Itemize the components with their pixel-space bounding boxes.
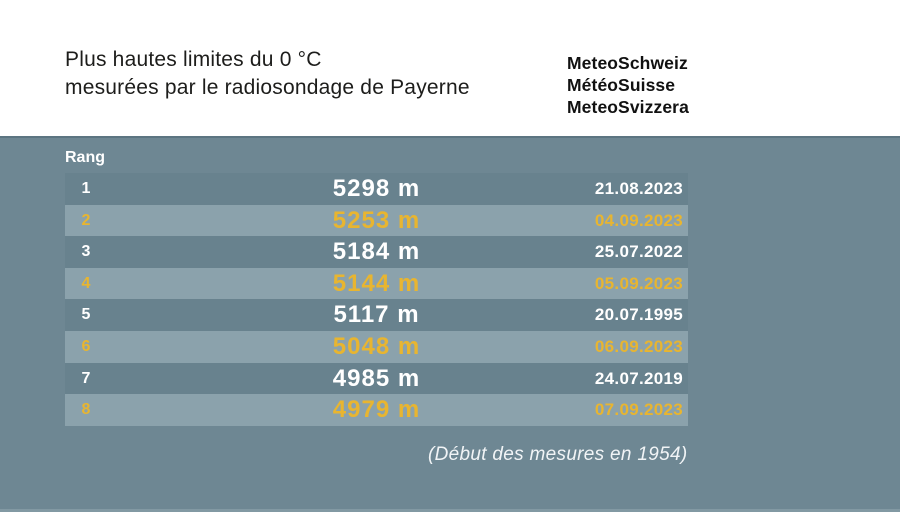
- date-cell: 20.07.1995: [594, 305, 683, 325]
- rank-cell: 1: [81, 180, 91, 197]
- table-row: 7 4985 m 24.07.2019: [65, 362, 688, 395]
- rank-cell: 7: [81, 369, 91, 387]
- rank-cell: 8: [81, 401, 91, 419]
- table-row: 3 5184 m 25.07.2022: [65, 236, 688, 268]
- title-line-2: mesurées par le radiosondage de Payerne: [65, 76, 470, 99]
- altitude-cell: 4979 m: [332, 396, 421, 424]
- table-row: 1 5298 m 21.08.2023: [65, 173, 688, 205]
- altitude-cell: 5117 m: [333, 301, 420, 329]
- logo-line-de: MeteoSchweiz: [567, 53, 688, 73]
- measurement-start-note: (Début des mesures en 1954): [428, 444, 688, 465]
- altitude-cell: 5144 m: [332, 269, 421, 297]
- table-row: 4 5144 m 05.09.2023: [65, 267, 688, 300]
- ranking-table: 1 5298 m 21.08.2023 2 5253 m 04.09.2023 …: [65, 173, 688, 426]
- altitude-cell: 5253 m: [332, 206, 421, 234]
- rank-cell: 4: [81, 274, 91, 292]
- rank-cell: 5: [81, 306, 91, 324]
- date-cell: 05.09.2023: [594, 273, 683, 293]
- rank-cell: 6: [81, 337, 91, 355]
- date-cell: 21.08.2023: [594, 179, 683, 198]
- table-row: 5 5117 m 20.07.1995: [65, 299, 688, 331]
- altitude-cell: 5298 m: [332, 175, 421, 202]
- page-title: Plus hautes limites du 0 °C mesurées par…: [65, 46, 470, 102]
- panel-bottom-edge: [0, 509, 900, 512]
- date-cell: 25.07.2022: [594, 242, 683, 262]
- altitude-cell: 5048 m: [332, 332, 421, 360]
- logo-line-fr: MétéoSuisse: [567, 75, 676, 95]
- date-cell: 07.09.2023: [594, 400, 683, 420]
- table-row: 6 5048 m 06.09.2023: [65, 330, 688, 363]
- table-row: 8 4979 m 07.09.2023: [65, 394, 688, 426]
- title-line-1: Plus hautes limites du 0 °C: [65, 48, 322, 71]
- date-cell: 24.07.2019: [594, 368, 683, 388]
- meteoswiss-logo: MeteoSchweiz MétéoSuisse MeteoSvizzera: [567, 52, 689, 118]
- rank-cell: 3: [81, 243, 91, 261]
- date-cell: 06.09.2023: [594, 336, 683, 356]
- ranking-panel: Rang 1 5298 m 21.08.2023 2 5253 m 04.09.…: [0, 136, 900, 512]
- rank-column-header: Rang: [65, 149, 105, 166]
- rank-cell: 2: [81, 211, 91, 229]
- altitude-cell: 4985 m: [332, 364, 421, 392]
- altitude-cell: 5184 m: [332, 238, 421, 266]
- table-row: 2 5253 m 04.09.2023: [65, 204, 688, 237]
- date-cell: 04.09.2023: [594, 210, 683, 230]
- logo-line-it: MeteoSvizzera: [567, 97, 689, 117]
